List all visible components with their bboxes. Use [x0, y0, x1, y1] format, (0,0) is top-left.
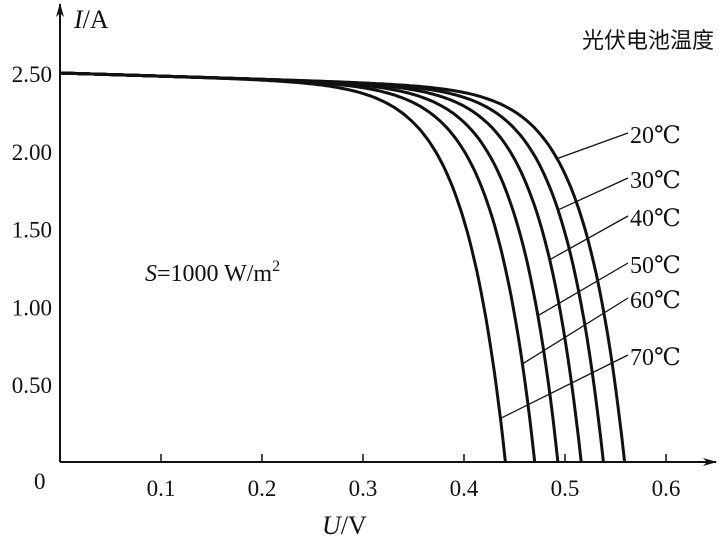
leader-line	[556, 132, 629, 160]
series-label: 70℃	[630, 345, 681, 371]
y-tick-label: 2.50	[12, 62, 52, 87]
x-tick-label: 0.1	[147, 476, 176, 501]
origin-label: 0	[34, 469, 46, 494]
leader-line	[549, 215, 629, 261]
chart-title: 光伏电池温度	[582, 29, 714, 54]
series-label: 30℃	[630, 168, 681, 194]
iv-curve-40c	[59, 71, 583, 463]
x-tick-label: 0.6	[652, 476, 681, 501]
x-tick-label: 0.5	[551, 476, 580, 501]
y-tick-label: 0.50	[12, 373, 52, 398]
series-label: 60℃	[630, 288, 681, 314]
iv-curve-60c	[59, 71, 537, 463]
y-tick-label: 2.00	[12, 140, 52, 165]
x-axis-label: U/V	[322, 511, 367, 540]
iv-curve-70c	[59, 71, 507, 463]
leader-line	[500, 354, 629, 420]
x-tick-label: 0.2	[248, 476, 277, 501]
x-tick-label: 0.4	[450, 476, 479, 501]
series-label: 40℃	[630, 206, 681, 232]
series-label: 20℃	[630, 123, 681, 149]
x-tick-label: 0.3	[349, 476, 378, 501]
y-tick-label: 1.50	[12, 218, 52, 243]
iv-curve-30c	[59, 71, 605, 463]
leader-line	[522, 297, 629, 365]
series-label: 50℃	[630, 253, 681, 279]
y-axis-label: I/A	[73, 5, 109, 34]
leader-line	[557, 177, 629, 211]
leader-line	[537, 262, 629, 317]
iv-curve-50c	[59, 71, 560, 463]
irradiance-annotation: S=1000 W/m2	[145, 258, 280, 287]
y-tick-label: 1.00	[12, 295, 52, 320]
